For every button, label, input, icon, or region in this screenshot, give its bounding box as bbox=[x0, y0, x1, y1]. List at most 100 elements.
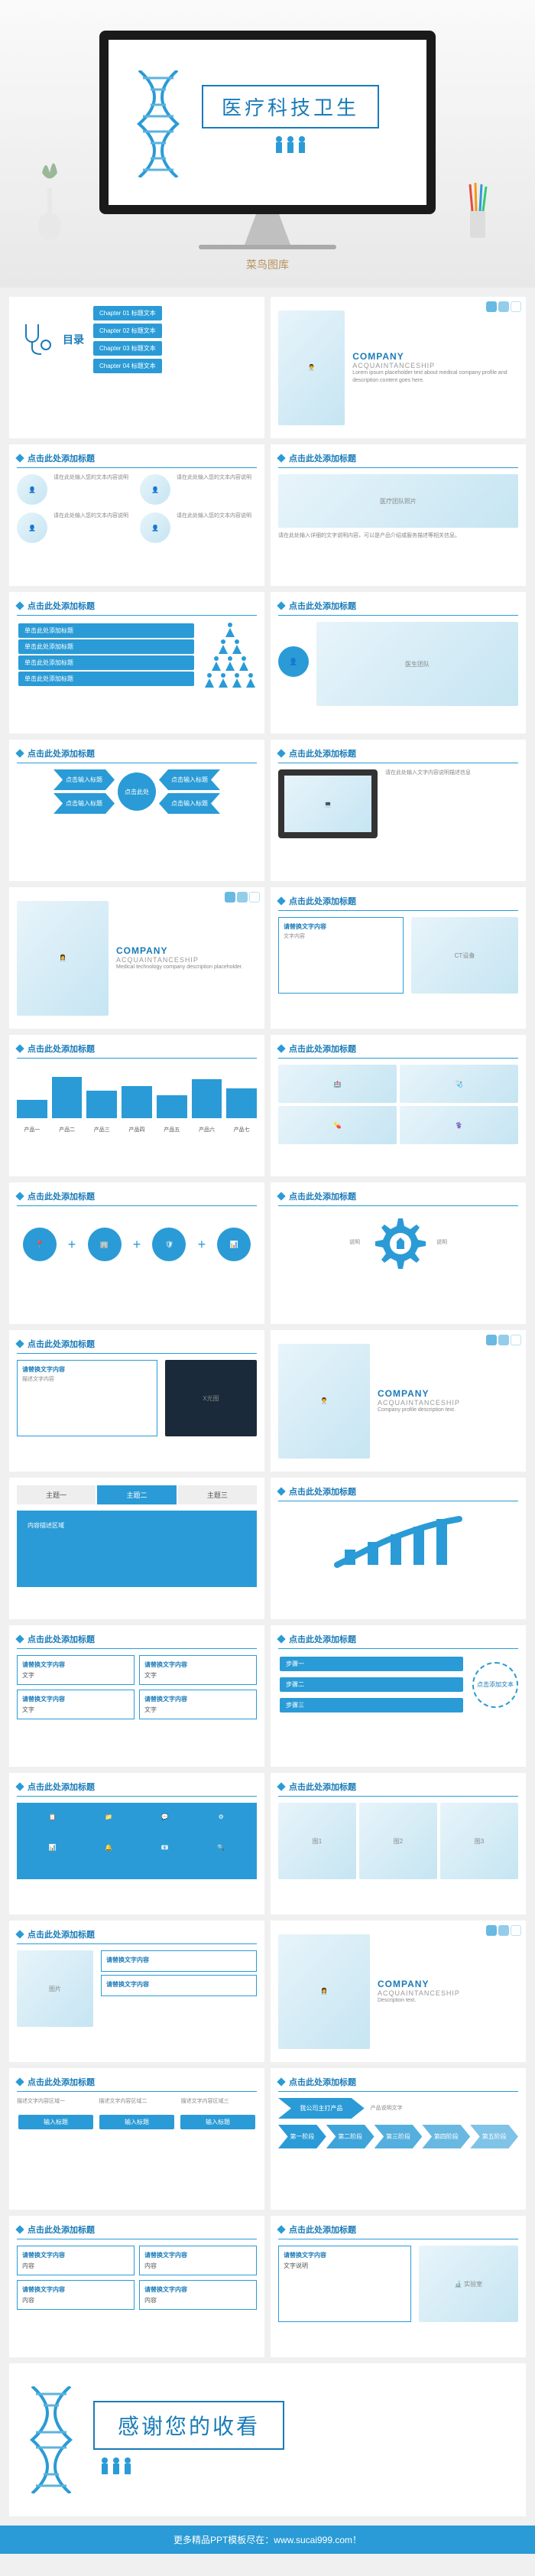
slides-grid: 目录 Chapter 01 标题文本 Chapter 02 标题文本 Chapt… bbox=[0, 288, 535, 2526]
slide-title: 点击此处添加标题 bbox=[289, 452, 356, 464]
text-block: 请在此处输入您的文本内容说明 bbox=[54, 474, 134, 505]
info-head: 请替换文字内容 bbox=[106, 1956, 251, 1964]
slide-26: 点击此处添加标题 描述文字内容区域一 描述文字内容区域二 描述文字内容区域三 输… bbox=[9, 2068, 264, 2210]
toc-item[interactable]: Chapter 01 标题文本 bbox=[93, 306, 162, 320]
slide-thanks: 感谢您的收看 bbox=[9, 2363, 526, 2516]
list-item: 单击此处添加标题 bbox=[18, 639, 194, 654]
text-col: 描述文字内容区域三 bbox=[181, 2098, 257, 2106]
bar bbox=[226, 1088, 257, 1118]
avatar: 👤 bbox=[140, 512, 170, 543]
step-box: 输入标题 bbox=[99, 2115, 174, 2129]
slide-23: 点击此处添加标题 图1 图2 图3 bbox=[271, 1773, 526, 1914]
laptop-photo: 💻 bbox=[278, 769, 378, 838]
info-box: 请替换文字内容文字 bbox=[139, 1690, 257, 1719]
topic-tab[interactable]: 主题一 bbox=[17, 1485, 96, 1504]
info-box: 请替换文字内容内容 bbox=[139, 2280, 257, 2310]
monitor-stand bbox=[229, 214, 306, 245]
slide-28: 点击此处添加标题 请替换文字内容内容 请替换文字内容内容 请替换文字内容内容 请… bbox=[9, 2216, 264, 2357]
corner-shapes bbox=[486, 1335, 521, 1345]
medical-photo: 🏥 bbox=[278, 1065, 397, 1103]
bar bbox=[52, 1077, 83, 1118]
watermark-text: 菜鸟图库 bbox=[15, 257, 520, 272]
grid-icon: 📁 bbox=[84, 1813, 135, 1838]
vase-decoration bbox=[31, 150, 69, 242]
icon-panel: 📋 📁 💬 ⚙ 📊 🔔 📧 🔍 bbox=[17, 1803, 257, 1879]
corner-shapes bbox=[486, 1925, 521, 1936]
medical-photo: ⚕️ bbox=[400, 1106, 518, 1144]
footer-bar: 更多精品PPT模板尽在：www.sucai999.com！ bbox=[0, 2526, 535, 2554]
chevron: 第五阶段 bbox=[470, 2125, 518, 2148]
photo: 图3 bbox=[440, 1803, 518, 1879]
toc-item[interactable]: Chapter 04 标题文本 bbox=[93, 359, 162, 373]
team-photo: 医疗团队照片 bbox=[278, 474, 518, 528]
slide-title: 点击此处添加标题 bbox=[289, 747, 356, 759]
thank-you-text: 感谢您的收看 bbox=[93, 2401, 284, 2450]
company-sub: ACQUAINTANCESHIP bbox=[352, 362, 518, 369]
grid-icon: 📧 bbox=[140, 1844, 190, 1869]
slide-title: 点击此处添加标题 bbox=[289, 1190, 356, 1202]
list-item: 单击此处添加标题 bbox=[18, 672, 194, 686]
toc-label: 目录 bbox=[63, 332, 84, 347]
toc-item[interactable]: Chapter 03 标题文本 bbox=[93, 341, 162, 356]
text-block: 请在此处输入您的文本内容说明 bbox=[54, 512, 134, 543]
slide-title: 点击此处添加标题 bbox=[28, 2076, 95, 2088]
slide-20: 点击此处添加标题 请替换文字内容文字 请替换文字内容文字 请替换文字内容文字 请… bbox=[9, 1625, 264, 1767]
company-sub: ACQUAINTANCESHIP bbox=[116, 956, 243, 964]
person-icon: 👤 bbox=[278, 646, 309, 677]
slide-5: 点击此处添加标题 医疗团队照片 请在此处输入详细的文字说明内容，可以是产品介绍或… bbox=[271, 444, 526, 586]
location-icon: 📍 bbox=[23, 1228, 57, 1261]
list-item: 单击此处添加标题 bbox=[18, 655, 194, 670]
medical-photo: 🩺 bbox=[400, 1065, 518, 1103]
bar bbox=[86, 1091, 117, 1118]
photo: 图2 bbox=[359, 1803, 437, 1879]
toc-item[interactable]: Chapter 02 标题文本 bbox=[93, 324, 162, 338]
arrow-diagram: 点击输入标题 点击输入标题 点击此处 点击输入标题 点击输入标题 bbox=[17, 769, 257, 814]
grid-icon: 📋 bbox=[28, 1813, 78, 1838]
target-circle: 点击添加文本 bbox=[472, 1662, 518, 1708]
product-arrow: 我公司主打产品 bbox=[278, 2098, 365, 2119]
hero-title: 医疗科技卫生 bbox=[202, 85, 379, 128]
doctor-photo: 👨‍⚕️ bbox=[278, 1344, 370, 1459]
company-sub: ACQUAINTANCESHIP bbox=[378, 1399, 460, 1407]
slide-title: 点击此处添加标题 bbox=[289, 1781, 356, 1793]
chart-icon: 📊 bbox=[217, 1228, 251, 1261]
doctors-photo: 医生团队 bbox=[316, 622, 518, 706]
slide-title: 点击此处添加标题 bbox=[28, 1928, 95, 1940]
slide-topics: 主题一 主题二 主题三 内容描述区域 bbox=[9, 1478, 264, 1619]
avatar: 👤 bbox=[17, 474, 47, 505]
flow-chevrons: 第一阶段 第二阶段 第三阶段 第四阶段 第五阶段 bbox=[278, 2125, 518, 2148]
list-item: 单击此处添加标题 bbox=[18, 623, 194, 638]
slide-title: 点击此处添加标题 bbox=[28, 1781, 95, 1793]
slide-4: 点击此处添加标题 👤 请在此处输入您的文本内容说明 👤 请在此处输入您的文本内容… bbox=[9, 444, 264, 586]
topic-tab[interactable]: 主题三 bbox=[178, 1485, 257, 1504]
people-pyramid bbox=[203, 622, 257, 688]
topic-tab[interactable]: 主题二 bbox=[97, 1485, 176, 1504]
center-circle: 点击此处 bbox=[118, 772, 156, 811]
slide-title: 点击此处添加标题 bbox=[28, 747, 95, 759]
slide-title: 点击此处添加标题 bbox=[28, 600, 95, 612]
slide-6: 点击此处添加标题 单击此处添加标题 单击此处添加标题 单击此处添加标题 单击此处… bbox=[9, 592, 264, 733]
slide-chevrons: 点击此处添加标题 我公司主打产品 产品说明文字 第一阶段 第二阶段 第三阶段 第… bbox=[271, 2068, 526, 2210]
hero-section: 医疗科技卫生 菜鸟图库 bbox=[0, 0, 535, 288]
info-head: 请替换文字内容 bbox=[284, 2251, 406, 2259]
desc-text: 请在此处输入文字内容说明描述信息 bbox=[385, 769, 518, 838]
slide-title: 点击此处添加标题 bbox=[28, 1042, 95, 1055]
slide-11: 点击此处添加标题 请替换文字内容文字内容 CT设备 bbox=[271, 887, 526, 1029]
bar-chart bbox=[17, 1065, 257, 1126]
flow-box: 步骤二 bbox=[280, 1677, 463, 1692]
company-desc: Medical technology company description p… bbox=[116, 964, 243, 971]
company-desc: Company profile description text. bbox=[378, 1407, 460, 1414]
icon-row: 📍 + 🏢 + 🛡 + 📊 bbox=[17, 1212, 257, 1277]
slide-title: 点击此处添加标题 bbox=[289, 895, 356, 907]
text-col: 描述文字内容区域一 bbox=[17, 2098, 92, 2106]
slide-title: 点击此处添加标题 bbox=[289, 1633, 356, 1645]
photo: 图1 bbox=[278, 1803, 356, 1879]
corner-shapes bbox=[486, 301, 521, 312]
avatar: 👤 bbox=[17, 512, 47, 543]
slide-bar-chart: 点击此处添加标题 产品一产品二产品三产品四产品五产品六产品七 bbox=[9, 1035, 264, 1176]
step-box: 输入标题 bbox=[18, 2115, 93, 2129]
info-box: 请替换文字内容内容 bbox=[17, 2280, 135, 2310]
grid-icon: 🔍 bbox=[196, 1844, 247, 1869]
slide-9: 点击此处添加标题 💻 请在此处输入文字内容说明描述信息 bbox=[271, 740, 526, 881]
arrow-box: 点击输入标题 bbox=[54, 769, 115, 790]
